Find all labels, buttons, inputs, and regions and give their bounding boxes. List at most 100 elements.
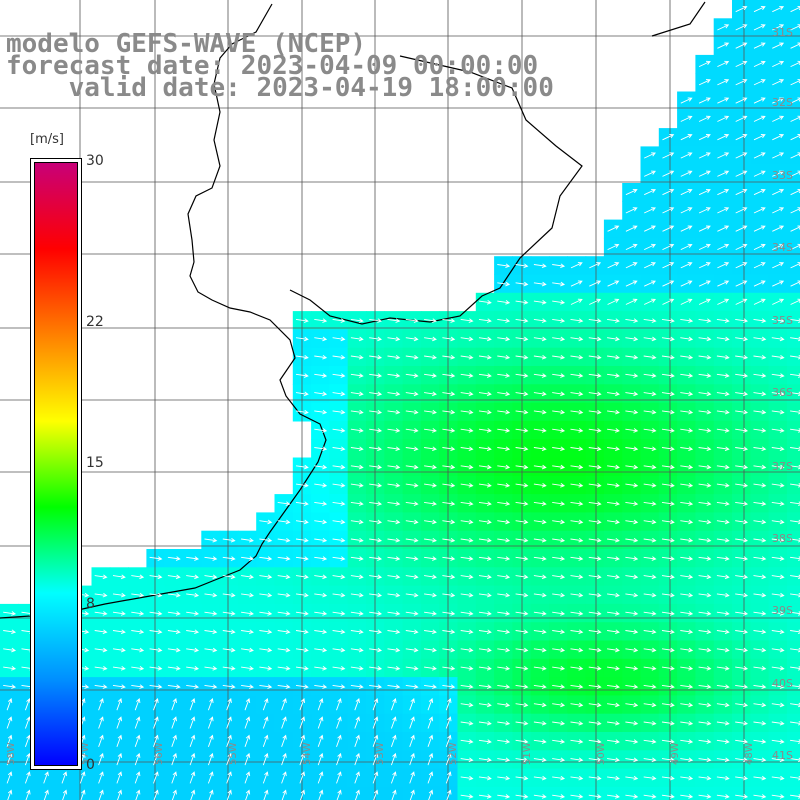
wind-arrow xyxy=(570,391,584,397)
wind-arrow xyxy=(332,391,346,397)
wind-arrow xyxy=(94,629,108,635)
wind-speed-cell xyxy=(786,292,800,312)
wind-arrow xyxy=(735,5,748,13)
wind-arrow xyxy=(607,574,620,580)
wind-arrow xyxy=(478,428,492,433)
wind-arrow xyxy=(735,42,748,49)
wind-arrow xyxy=(735,702,749,708)
wind-arrow xyxy=(424,684,437,689)
wind-arrow xyxy=(354,734,360,747)
wind-arrow xyxy=(735,739,749,744)
wind-arrow xyxy=(698,391,712,397)
wind-arrow xyxy=(753,611,767,616)
wind-arrow xyxy=(387,464,401,470)
wind-arrow xyxy=(625,556,639,561)
wind-arrow xyxy=(533,666,547,671)
wind-arrow xyxy=(497,336,511,342)
wind-arrow xyxy=(625,391,639,397)
wind-arrow xyxy=(409,734,415,747)
wind-arrow xyxy=(771,354,785,360)
wind-arrow xyxy=(716,684,730,689)
wind-arrow xyxy=(295,574,309,580)
wind-arrow xyxy=(515,720,529,726)
wind-arrow xyxy=(735,298,748,305)
wind-arrow xyxy=(698,794,712,799)
wind-arrow xyxy=(772,24,785,31)
wind-arrow xyxy=(625,188,638,196)
wind-arrow xyxy=(552,647,566,653)
wind-speed-cell xyxy=(786,219,800,239)
latitude-label: 36S xyxy=(772,386,793,399)
wind-arrow xyxy=(680,354,694,360)
wind-arrow xyxy=(167,666,181,671)
wind-arrow xyxy=(424,354,437,360)
wind-arrow xyxy=(771,666,785,671)
wind-arrow xyxy=(387,428,401,433)
wind-arrow xyxy=(625,318,639,323)
wind-arrow xyxy=(643,775,657,781)
wind-arrow xyxy=(753,757,767,763)
wind-arrow xyxy=(771,336,785,342)
wind-arrow xyxy=(735,373,749,378)
wind-arrow xyxy=(772,243,785,251)
wind-arrow xyxy=(698,152,711,159)
wind-arrow xyxy=(460,464,474,470)
wind-arrow xyxy=(222,666,236,671)
wind-arrow xyxy=(570,794,584,799)
wind-arrow xyxy=(552,373,566,378)
wind-arrow xyxy=(295,373,309,378)
wind-arrow xyxy=(167,684,181,689)
wind-arrow xyxy=(6,716,13,729)
wind-arrow xyxy=(661,446,675,452)
wind-arrow xyxy=(607,373,620,378)
wind-arrow xyxy=(661,428,675,433)
wind-arrow xyxy=(735,354,749,360)
wind-arrow xyxy=(533,501,547,506)
wind-speed-cell xyxy=(786,36,800,56)
wind-arrow xyxy=(717,60,730,68)
wind-arrow xyxy=(6,734,13,747)
wind-arrow xyxy=(716,483,730,488)
wind-arrow xyxy=(735,97,748,104)
wind-speed-cell xyxy=(786,695,800,715)
wind-arrow xyxy=(644,152,656,159)
wind-arrow xyxy=(79,771,86,784)
wind-arrow xyxy=(314,574,328,580)
wind-arrow xyxy=(717,42,730,49)
wind-arrow xyxy=(131,684,145,689)
wind-arrow xyxy=(277,629,291,635)
wind-arrow xyxy=(680,739,694,744)
wind-arrow xyxy=(281,698,287,711)
wind-arrow xyxy=(369,318,383,323)
wind-arrow xyxy=(369,647,383,653)
wind-arrow xyxy=(460,556,474,561)
wind-arrow xyxy=(570,592,584,598)
wind-arrow xyxy=(552,537,566,543)
wind-arrow xyxy=(643,592,657,598)
wind-arrow xyxy=(405,684,419,689)
wind-arrow xyxy=(735,794,749,799)
wind-arrow xyxy=(716,757,730,763)
wind-arrow xyxy=(515,428,529,433)
wind-arrow xyxy=(533,318,547,323)
wind-arrow xyxy=(241,684,254,689)
wind-arrow xyxy=(149,611,163,616)
wind-arrow xyxy=(607,391,620,397)
wind-arrow xyxy=(753,409,767,415)
wind-arrow xyxy=(295,519,309,525)
wind-speed-cell xyxy=(786,256,800,276)
wind-speed-cell xyxy=(18,786,38,800)
wind-arrow xyxy=(372,734,379,747)
wind-arrow xyxy=(625,757,639,763)
wind-arrow xyxy=(295,391,309,397)
wind-arrow xyxy=(753,170,766,177)
wind-arrow xyxy=(625,647,639,653)
wind-arrow xyxy=(427,698,434,711)
longitude-label: 58W xyxy=(6,742,17,765)
wind-arrow xyxy=(625,354,639,360)
wind-arrow xyxy=(533,757,547,763)
wind-arrow xyxy=(552,702,566,708)
wind-arrow xyxy=(314,629,328,635)
wind-speed-cell xyxy=(128,786,147,800)
wind-arrow xyxy=(354,771,360,784)
